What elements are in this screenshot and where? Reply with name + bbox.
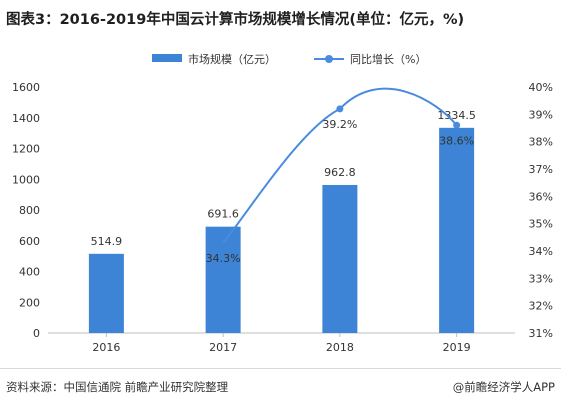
- y-left-tick-label: 600: [19, 235, 40, 248]
- legend-line-marker: [325, 55, 333, 63]
- y-left-tick-label: 1600: [12, 81, 40, 94]
- growth-point: [336, 105, 344, 113]
- brand-credit: @前瞻经济学人APP: [452, 380, 555, 394]
- y-right-tick-label: 32%: [529, 300, 553, 313]
- legend: 市场规模（亿元） 同比增长（%）: [0, 51, 561, 67]
- x-tick-label: 2019: [443, 341, 471, 354]
- footer-divider: [0, 368, 561, 369]
- legend-line-label: 同比增长（%）: [350, 53, 427, 66]
- y-left-tick-label: 0: [33, 327, 40, 340]
- y-right-tick-label: 38%: [529, 136, 553, 149]
- x-tick-label: 2018: [326, 341, 354, 354]
- bar: [88, 253, 124, 333]
- y-right-tick-label: 35%: [529, 218, 553, 231]
- growth-point: [453, 121, 461, 129]
- y-left-tick-label: 1200: [12, 143, 40, 156]
- y-left-tick-label: 400: [19, 266, 40, 279]
- growth-value-label: 38.6%: [439, 134, 474, 147]
- x-tick-label: 2017: [209, 341, 237, 354]
- y-left-tick-label: 200: [19, 296, 40, 309]
- y-left-tick-label: 800: [19, 204, 40, 217]
- growth-value-label: 34.3%: [206, 252, 241, 265]
- y-right-tick-label: 31%: [529, 327, 553, 340]
- bar-value-label: 962.8: [324, 166, 356, 179]
- source-note: 资料来源：中国信通院 前瞻产业研究院整理: [6, 380, 229, 394]
- bar: [205, 226, 241, 333]
- chart-title: 图表3：2016-2019年中国云计算市场规模增长情况(单位：亿元，%): [6, 12, 465, 28]
- y-right-tick-label: 40%: [529, 81, 553, 94]
- legend-bar-label: 市场规模（亿元）: [188, 53, 276, 66]
- bar-value-label: 691.6: [207, 208, 239, 221]
- y-left-tick-label: 1400: [12, 112, 40, 125]
- bar: [322, 184, 358, 333]
- bar-value-label: 1334.5: [437, 109, 476, 122]
- legend-bar-swatch: [152, 54, 182, 62]
- bar-value-label: 514.9: [91, 235, 123, 248]
- y-right-tick-label: 36%: [529, 190, 553, 203]
- x-tick-label: 2016: [92, 341, 120, 354]
- y-right-tick-label: 37%: [529, 163, 553, 176]
- y-left-tick-label: 1000: [12, 173, 40, 186]
- bar: [439, 127, 475, 334]
- growth-value-label: 39.2%: [322, 118, 357, 131]
- y-right-tick-label: 34%: [529, 245, 553, 258]
- y-right-tick-label: 33%: [529, 272, 553, 285]
- y-right-tick-label: 39%: [529, 108, 553, 121]
